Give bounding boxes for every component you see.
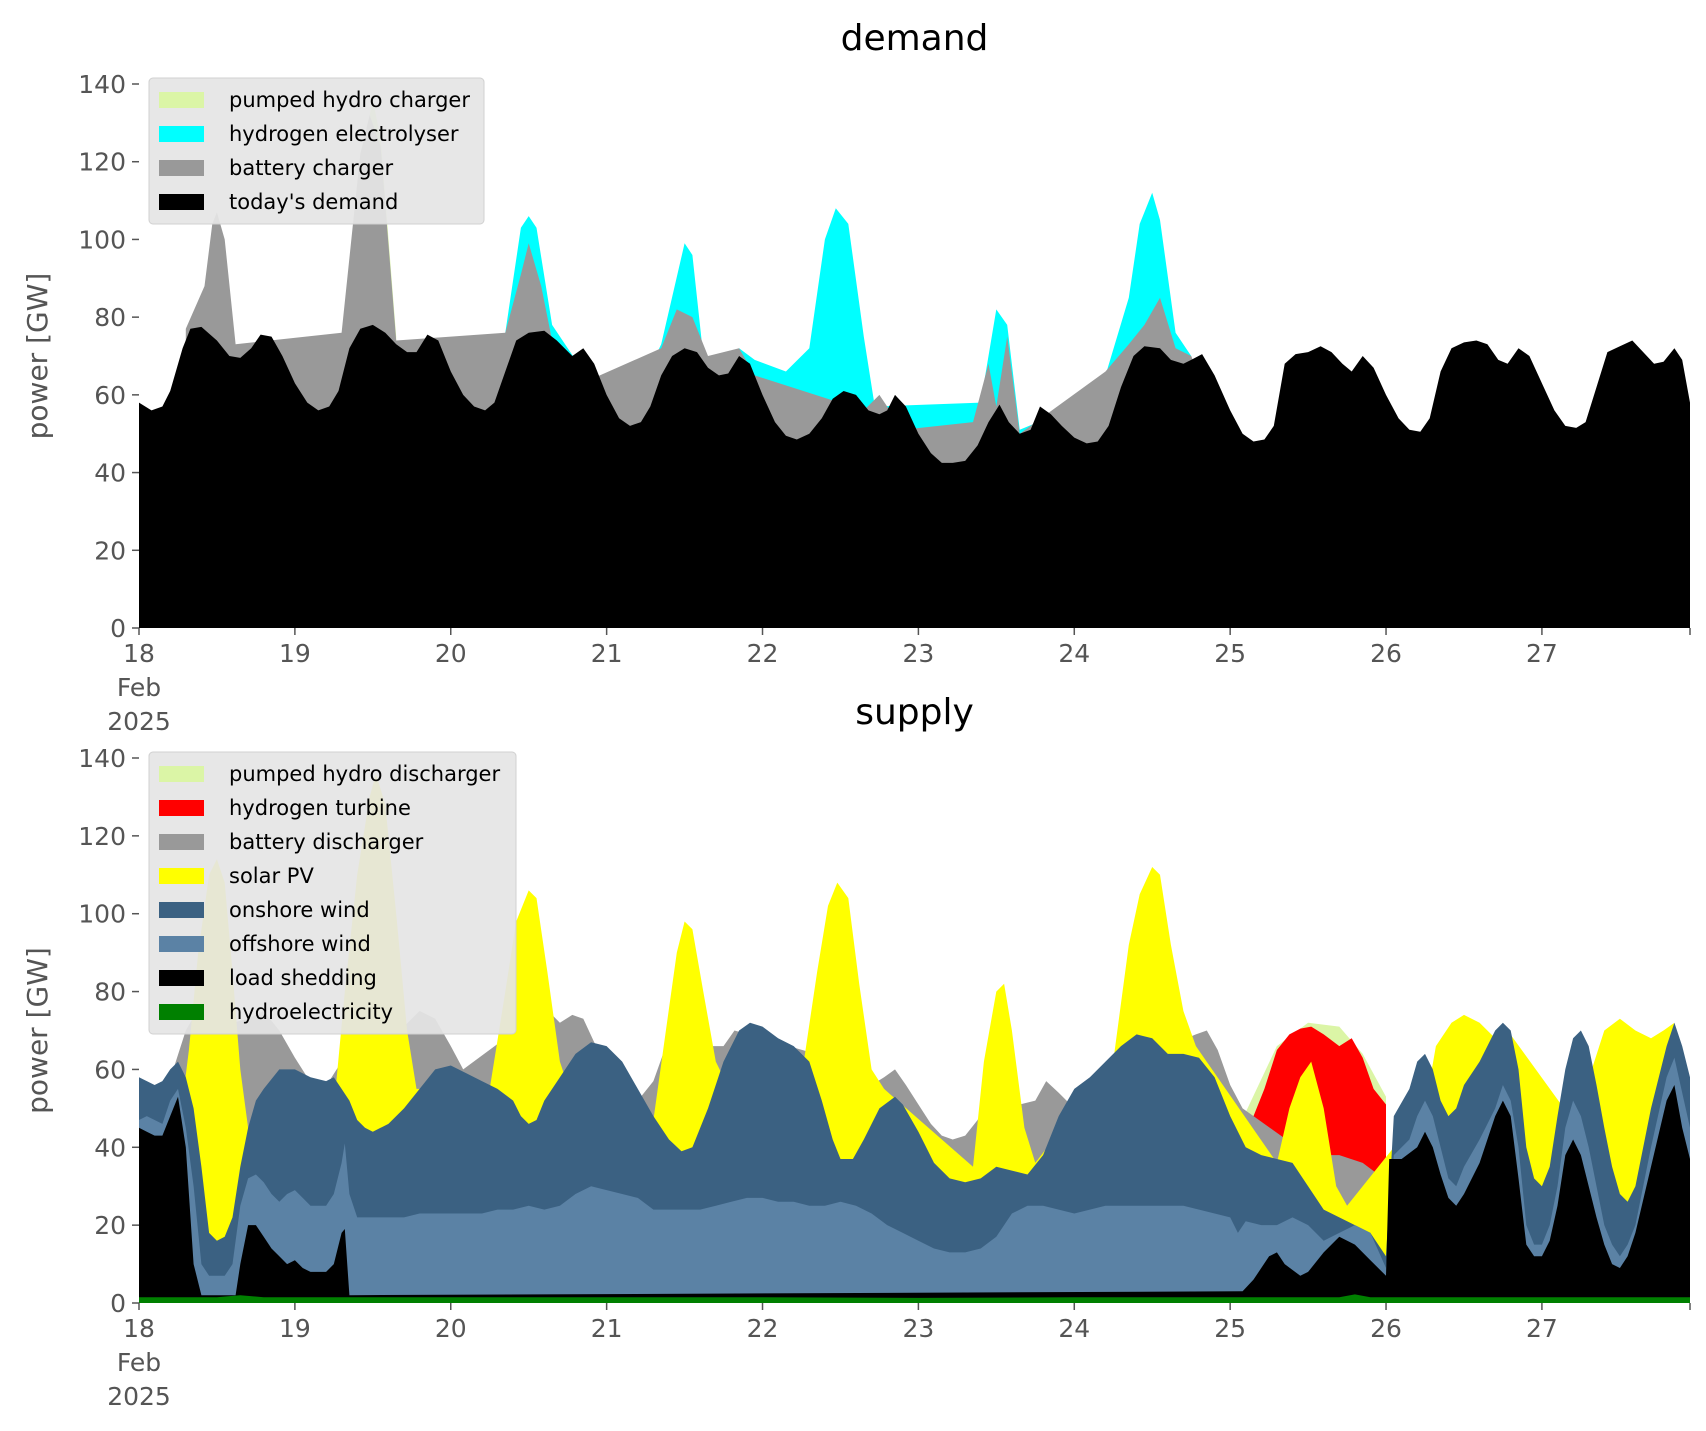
demand-y-tick-label: 100 (78, 225, 126, 254)
supply-legend-label-onshore-wind: onshore wind (229, 898, 370, 922)
demand-title: demand (841, 18, 989, 59)
supply-y-tick-label: 120 (78, 822, 126, 851)
supply-legend-swatch-solar-pv (159, 868, 204, 884)
supply-legend-box (148, 751, 517, 1035)
supply-legend-label-pumped-hydro-discharger: pumped hydro discharger (229, 762, 500, 786)
supply-y-tick-label: 100 (78, 900, 126, 929)
demand-y-tick-label: 120 (78, 148, 126, 177)
supply-y-tick-label: 60 (94, 1055, 126, 1084)
supply-y-tick-label: 20 (94, 1211, 126, 1240)
demand-y-tick-label: 60 (94, 381, 126, 410)
supply-legend-label-load-shedding: load shedding (229, 966, 377, 990)
supply-y-tick-label: 0 (110, 1289, 126, 1318)
demand-legend-swatch-pumped-hydro-charger (159, 92, 204, 108)
supply-legend-label-solar-pv: solar PV (229, 864, 314, 888)
supply-x-tick-label: 18 (123, 1314, 155, 1343)
supply-x-tick-label: 23 (902, 1314, 934, 1343)
demand-y-tick-label: 40 (94, 459, 126, 488)
demand-areas (139, 99, 1690, 629)
supply-x-tick-label: 21 (591, 1314, 623, 1343)
demand-area-today-s-demand (139, 324, 1690, 628)
supply-legend-swatch-battery-discharger (159, 834, 204, 850)
demand-x-tick-label: 26 (1370, 639, 1402, 668)
demand-x-tick-label: 19 (279, 639, 311, 668)
demand-legend-label-hydrogen-electrolyser: hydrogen electrolyser (229, 122, 459, 146)
demand-legend-label-pumped-hydro-charger: pumped hydro charger (229, 88, 470, 112)
demand-x-tick-label: 24 (1058, 639, 1090, 668)
supply-y-axis-label: power [GW] (21, 947, 54, 1114)
supply-legend-label-hydrogen-turbine: hydrogen turbine (229, 796, 411, 820)
demand-legend-swatch-hydrogen-electrolyser (159, 126, 204, 142)
demand-legend-swatch-today-s-demand (159, 194, 204, 210)
supply-y-tick-label: 140 (78, 744, 126, 773)
supply-x-tick-label: 25 (1214, 1314, 1246, 1343)
supply-areas (139, 773, 1690, 1303)
supply-area-load-shedding (139, 1085, 1690, 1303)
demand-legend-box (148, 77, 485, 225)
supply-x-tick-label: 24 (1058, 1314, 1090, 1343)
supply-x-tick-label: 27 (1526, 1314, 1558, 1343)
demand-legend-label-battery-charger: battery charger (229, 156, 394, 180)
demand-legend-label-today-s-demand: today's demand (229, 190, 398, 214)
demand-x-tick-label: 25 (1214, 639, 1246, 668)
demand-panel: demand power [GW] 0 20 40 60 80 100 120 140 18 Feb 2… (21, 18, 1691, 736)
demand-x-tick-label: 18 (123, 639, 155, 668)
demand-x-tick-label: 20 (435, 639, 467, 668)
demand-legend-swatch-battery-charger (159, 160, 204, 176)
supply-x-tick-label: 26 (1370, 1314, 1402, 1343)
supply-x-tick-label: 22 (747, 1314, 779, 1343)
supply-x-tick-label: 2025 (107, 1382, 171, 1411)
supply-x-tick-label: 20 (435, 1314, 467, 1343)
supply-legend: pumped hydro discharger hydrogen turbine b… (148, 751, 517, 1035)
supply-x-tick-label: Feb (117, 1348, 161, 1377)
supply-legend-label-hydroelectricity: hydroelectricity (229, 1000, 393, 1024)
supply-y-tick-label: 40 (94, 1133, 126, 1162)
supply-panel: supply power [GW] 0 20 40 60 80 100 120 140 18 Feb 2… (21, 692, 1691, 1411)
supply-legend-swatch-load-shedding (159, 970, 204, 986)
supply-title: supply (855, 692, 974, 733)
supply-x-tick-label: 19 (279, 1314, 311, 1343)
demand-y-tick-label: 80 (94, 303, 126, 332)
supply-area-hydroelectricity (139, 1294, 1690, 1303)
demand-y-tick-label: 140 (78, 70, 126, 99)
demand-y-axis-label: power [GW] (21, 273, 54, 440)
supply-y-tick-label: 80 (94, 978, 126, 1007)
demand-y-tick-label: 0 (110, 614, 126, 643)
demand-x-tick-label: 23 (902, 639, 934, 668)
demand-x-tick-label: 2025 (107, 707, 171, 736)
supply-legend-swatch-pumped-hydro-discharger (159, 766, 204, 782)
demand-legend: pumped hydro charger hydrogen electrolyse… (148, 77, 485, 225)
supply-legend-label-battery-discharger: battery discharger (229, 830, 424, 854)
supply-legend-swatch-hydrogen-turbine (159, 800, 204, 816)
demand-x-tick-label: Feb (117, 673, 161, 702)
demand-x-tick-label: 21 (591, 639, 623, 668)
demand-x-tick-label: 27 (1526, 639, 1558, 668)
supply-legend-label-offshore-wind: offshore wind (229, 932, 371, 956)
supply-legend-swatch-onshore-wind (159, 902, 204, 918)
supply-legend-swatch-hydroelectricity (159, 1004, 204, 1020)
demand-x-tick-label: 22 (747, 639, 779, 668)
demand-y-tick-label: 20 (94, 536, 126, 565)
supply-legend-swatch-offshore-wind (159, 936, 204, 952)
supply-area-offshore-wind (139, 1057, 1690, 1303)
